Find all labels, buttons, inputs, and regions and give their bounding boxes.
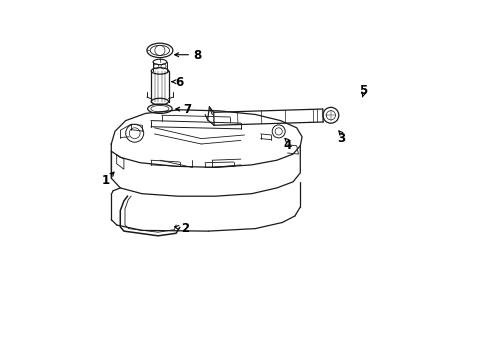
Text: 5: 5 — [359, 84, 366, 96]
Text: 7: 7 — [183, 103, 191, 116]
Text: 6: 6 — [175, 76, 183, 89]
Text: 3: 3 — [337, 132, 345, 145]
Text: 4: 4 — [283, 139, 291, 152]
Text: 8: 8 — [193, 49, 202, 62]
Text: 1: 1 — [102, 174, 110, 186]
Text: 2: 2 — [181, 222, 189, 235]
